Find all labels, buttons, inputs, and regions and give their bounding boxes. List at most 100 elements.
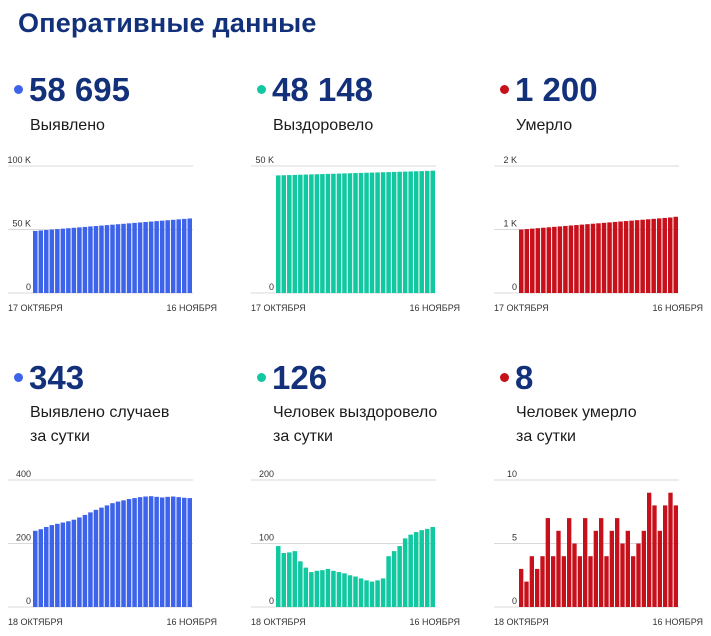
bar	[529, 556, 534, 607]
bar	[77, 227, 82, 293]
bar	[402, 171, 408, 293]
y-tick-label: 2 K	[503, 155, 517, 165]
y-tick-label: 400	[16, 469, 31, 479]
y-tick-label: 0	[512, 596, 517, 606]
bar	[148, 221, 154, 293]
bar	[391, 171, 397, 293]
stat-label: Человек умерло за сутки	[516, 404, 637, 445]
bar	[110, 503, 115, 607]
bar	[551, 556, 556, 607]
bar	[430, 170, 435, 293]
bar	[60, 228, 66, 293]
bar	[629, 220, 634, 293]
bar	[380, 578, 386, 607]
bar	[165, 496, 170, 607]
y-tick-label: 200	[16, 533, 31, 543]
bar	[561, 556, 566, 607]
bar	[276, 175, 281, 293]
bar	[599, 518, 604, 607]
y-tick-label: 0	[26, 596, 31, 606]
bar	[574, 225, 579, 293]
dot-icon	[500, 372, 509, 382]
bar	[596, 223, 601, 293]
bar	[342, 173, 347, 293]
bar	[93, 509, 99, 607]
bar	[93, 226, 99, 293]
bar	[33, 230, 38, 293]
bar	[413, 171, 419, 293]
bar	[419, 530, 424, 607]
bar	[615, 518, 620, 607]
y-tick-label: 0	[26, 282, 31, 292]
bar	[137, 222, 143, 293]
bar	[33, 530, 38, 607]
bar	[375, 580, 380, 607]
bar	[71, 519, 77, 607]
bar	[612, 221, 618, 293]
x-tick-label: 18 ОКТЯБРЯ	[494, 617, 549, 627]
bar	[579, 224, 585, 293]
bar	[607, 222, 612, 293]
bar	[609, 530, 614, 607]
y-tick-label: 0	[269, 596, 274, 606]
bar	[115, 224, 121, 293]
bar	[287, 175, 292, 293]
bar	[640, 219, 645, 293]
stat-value: 1 200	[500, 72, 598, 108]
bar	[656, 218, 662, 293]
bar	[143, 496, 148, 607]
bar	[386, 556, 391, 607]
bar	[391, 551, 397, 607]
y-tick-label: 1 K	[503, 219, 517, 229]
bar	[331, 570, 336, 607]
bar	[673, 505, 678, 607]
x-tick-label: 16 НОЯБРЯ	[166, 617, 217, 627]
bar	[519, 568, 524, 607]
bar	[668, 492, 673, 607]
bar	[590, 223, 596, 293]
x-tick-label: 16 НОЯБРЯ	[409, 303, 460, 313]
bar	[331, 173, 336, 293]
bar	[380, 172, 386, 293]
bar	[126, 499, 132, 607]
x-tick-label: 18 ОКТЯБРЯ	[251, 617, 306, 627]
bar	[652, 505, 657, 607]
y-tick-label: 50 K	[12, 219, 31, 229]
chart-died: 2 K 1 K 0 17 ОКТЯБРЯ 16 НОЯБРЯ	[494, 155, 703, 313]
y-tick-label: 5	[512, 533, 517, 543]
bar	[593, 530, 598, 607]
chart-daily-recovered: 200 100 0 18 ОКТЯБРЯ 16 НОЯБРЯ	[251, 469, 460, 627]
bar	[588, 556, 593, 607]
bar	[281, 175, 287, 293]
bar	[77, 517, 82, 607]
bar	[55, 523, 60, 607]
bar	[88, 512, 93, 607]
stat-label: Умерло	[516, 117, 573, 134]
bar	[631, 556, 636, 607]
dot-icon	[14, 84, 23, 94]
bar	[303, 174, 309, 293]
bar	[540, 556, 545, 607]
stat-value: 8	[500, 360, 533, 396]
bar	[181, 497, 187, 607]
bar	[170, 219, 176, 293]
y-tick-label: 100	[259, 533, 274, 543]
bar	[276, 546, 281, 607]
bar	[176, 219, 181, 293]
chart-recovered: 50 K 0 17 ОКТЯБРЯ 16 НОЯБРЯ	[251, 155, 460, 313]
bar	[585, 224, 590, 293]
bar	[552, 226, 557, 293]
bar	[121, 223, 126, 293]
bar	[641, 530, 646, 607]
bar	[347, 575, 353, 607]
bar	[325, 173, 331, 293]
stat-label: Выздоровело	[273, 117, 374, 134]
stat-value: 58 695	[14, 72, 130, 108]
bar	[309, 174, 314, 293]
bar	[358, 578, 364, 607]
bar	[336, 173, 342, 293]
y-tick-label: 50 K	[255, 155, 274, 165]
chart-daily-detected: 400 200 0 18 ОКТЯБРЯ 16 НОЯБРЯ	[8, 469, 217, 627]
bar	[148, 496, 154, 607]
bar	[601, 222, 607, 293]
